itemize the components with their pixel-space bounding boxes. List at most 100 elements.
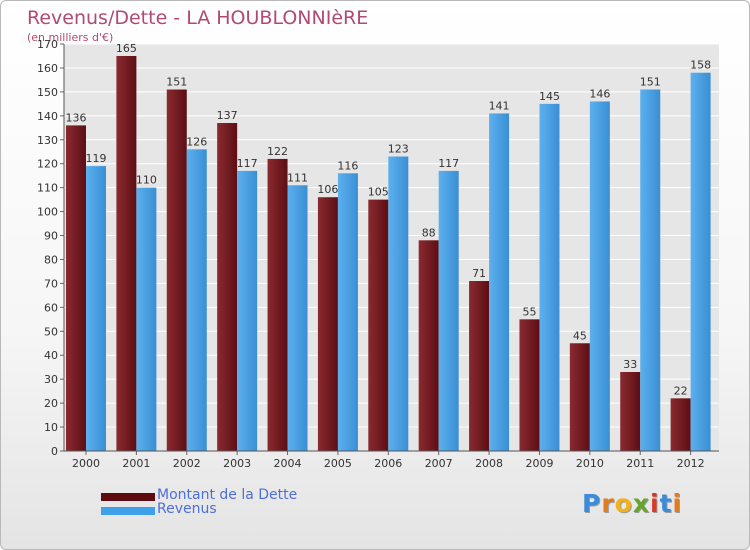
x-tick-label: 2005	[324, 457, 352, 470]
data-label: 111	[287, 171, 308, 184]
bar-debt	[670, 398, 691, 451]
y-tick-label: 70	[44, 277, 58, 290]
x-tick-label: 2003	[223, 457, 251, 470]
data-label: 151	[640, 75, 661, 88]
legend-swatch-revenue	[101, 507, 155, 515]
legend-label-debt: Montant de la Dette	[157, 487, 298, 503]
logo-letter: r	[601, 489, 615, 518]
x-tick-label: 2004	[274, 457, 302, 470]
y-tick-label: 10	[44, 421, 58, 434]
x-tick-label: 2008	[475, 457, 503, 470]
data-label: 151	[166, 75, 187, 88]
data-label: 122	[267, 145, 288, 158]
data-label: 45	[573, 329, 587, 342]
y-tick-label: 50	[44, 325, 58, 338]
bar-debt	[368, 199, 389, 451]
x-tick-label: 2009	[525, 457, 553, 470]
data-label: 22	[674, 384, 688, 397]
legend-swatch-debt	[101, 493, 155, 501]
data-label: 158	[690, 59, 711, 72]
logo-letter: t	[659, 489, 673, 518]
bar-revenue	[489, 113, 510, 451]
data-label: 117	[237, 157, 258, 170]
x-tick-label: 2000	[72, 457, 100, 470]
y-tick-label: 140	[37, 110, 58, 123]
logo-letter: x	[632, 489, 650, 518]
bar-revenue	[388, 156, 409, 451]
y-tick-label: 120	[37, 158, 58, 171]
logo-letter: i	[650, 489, 660, 518]
proxiti-logo: Proxiti	[582, 489, 682, 518]
bar-revenue	[690, 72, 711, 452]
data-label: 33	[623, 358, 637, 371]
y-tick-label: 20	[44, 397, 58, 410]
data-label: 55	[522, 305, 536, 318]
bar-revenue	[136, 187, 157, 451]
bar-revenue	[287, 185, 308, 452]
bar-debt	[519, 319, 540, 451]
legend-label-revenue: Revenus	[157, 501, 217, 517]
bar-revenue	[539, 103, 560, 452]
y-tick-label: 60	[44, 301, 58, 314]
y-tick-label: 100	[37, 206, 58, 219]
bar-revenue	[589, 101, 610, 451]
data-label: 116	[337, 159, 358, 172]
logo-letter: o	[614, 489, 633, 518]
bar-debt	[267, 158, 288, 451]
x-tick-label: 2007	[425, 457, 453, 470]
x-tick-label: 2011	[626, 457, 654, 470]
bar-revenue	[237, 170, 258, 451]
bar-revenue	[337, 173, 358, 451]
y-tick-label: 80	[44, 253, 58, 266]
bar-revenue	[438, 170, 459, 451]
bar-debt	[569, 343, 590, 451]
data-label: 137	[217, 109, 238, 122]
data-labels: 136 119 165 110 151 126 137 117 122 111 106 116 105 1…	[66, 42, 712, 397]
chart-subtitle: (en milliers d'€)	[27, 31, 114, 44]
data-label: 145	[539, 90, 560, 103]
y-tick-label: 40	[44, 349, 58, 362]
data-label: 105	[368, 186, 389, 199]
y-tick-label: 90	[44, 230, 58, 243]
logo-letter: P	[582, 489, 602, 518]
y-tick-label: 130	[37, 134, 58, 147]
bar-revenue	[86, 166, 106, 451]
bar-revenue	[186, 149, 207, 451]
data-label: 136	[66, 111, 87, 124]
logo-letter: i	[672, 489, 683, 518]
y-tick-label: 170	[37, 38, 58, 51]
bar-debt	[418, 240, 439, 451]
x-tick-label: 2012	[677, 457, 705, 470]
x-tick-label: 2002	[173, 457, 201, 470]
bar-revenue	[640, 89, 661, 452]
data-label: 117	[438, 157, 459, 170]
data-label: 119	[86, 152, 107, 165]
axes: 0 10 20 30 40 50 60 70 80 90 100 110 120 130 140 150 160…	[37, 38, 719, 470]
data-label: 141	[489, 99, 510, 112]
y-tick-label: 160	[37, 62, 58, 75]
data-label: 106	[317, 183, 338, 196]
bar-debt	[166, 89, 187, 452]
bar-debt	[66, 125, 86, 452]
y-tick-label: 110	[37, 182, 58, 195]
bar-debt	[317, 197, 338, 451]
bars	[66, 55, 711, 452]
y-tick-label: 0	[51, 445, 58, 458]
data-label: 165	[116, 42, 137, 55]
x-tick-label: 2010	[576, 457, 604, 470]
x-tick-label: 2001	[122, 457, 150, 470]
data-label: 88	[422, 226, 436, 239]
bar-debt	[217, 123, 238, 451]
data-label: 146	[589, 87, 610, 100]
x-tick-label: 2006	[374, 457, 402, 470]
y-tick-label: 150	[37, 86, 58, 99]
chart-title: Revenus/Dette - LA HOUBLONNIèRE	[27, 7, 369, 29]
data-label: 71	[472, 267, 486, 280]
data-label: 126	[186, 135, 207, 148]
data-label: 123	[388, 143, 409, 156]
data-label: 110	[136, 174, 157, 187]
y-tick-label: 30	[44, 373, 58, 386]
bar-debt	[620, 371, 641, 451]
